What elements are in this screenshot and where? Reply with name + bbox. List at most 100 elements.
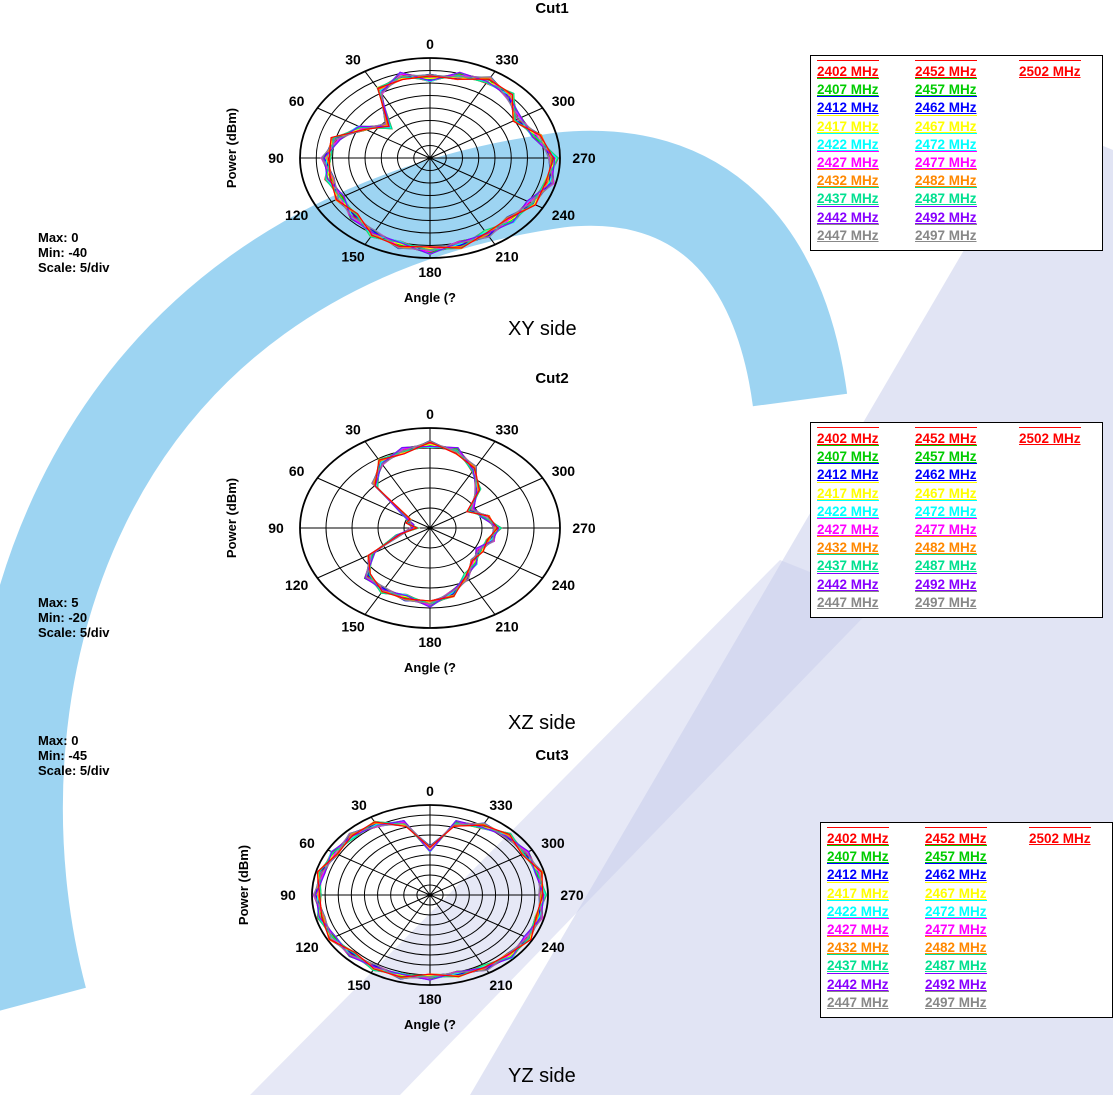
series-line-2477-mhz [312, 821, 544, 979]
angle-tick-label: 120 [285, 577, 309, 593]
legend-item: 2432 MHz [817, 169, 879, 189]
series-line-2497-mhz [321, 74, 554, 251]
series-line-2437-mhz [322, 71, 555, 255]
legend-item: 2477 MHz [915, 151, 977, 170]
legend-item: 2497 MHz [925, 990, 987, 1010]
angle-tick-label: 120 [295, 939, 319, 955]
angle-tick-label: 330 [495, 51, 519, 67]
grid-spoke [429, 527, 496, 615]
max-label: Max: 0 [38, 733, 79, 748]
angle-tick-label: 0 [426, 36, 434, 52]
legend-item: 2417 MHz [827, 881, 889, 901]
series-line-2492-mhz [314, 819, 545, 981]
grid-spoke [429, 441, 496, 529]
cut1-legend: 2402 MHz 2407 MHz 2412 MHz 2417 MHz 2422 MHz… [810, 55, 1103, 251]
legend-item: 2462 MHz [915, 463, 977, 483]
angle-tick-label: 90 [280, 887, 296, 903]
legend-item: 2412 MHz [817, 463, 879, 483]
series-line-2492-mhz [364, 445, 500, 608]
cut2-panel: Cut2 0 30 60 90 120 150 180 210 240 270 300 330 Angle… [0, 360, 1113, 740]
legend-item: 2422 MHz [817, 132, 879, 152]
legend-item: 2442 MHz [817, 572, 879, 592]
grid-spoke [370, 894, 431, 974]
grid-spoke [429, 107, 543, 159]
legend-item: 2417 MHz [817, 481, 879, 501]
chart-title: Cut3 [535, 747, 568, 764]
angle-tick-label: 300 [552, 463, 576, 479]
angle-tick-label: 210 [495, 619, 519, 635]
cut2-side-caption: XZ side [508, 712, 576, 734]
cut3-legend: 2402 MHz 2407 MHz 2412 MHz 2417 MHz 2422 MHz… [820, 822, 1113, 1018]
legend-item: 2482 MHz [915, 169, 977, 189]
legend-item: 2412 MHz [817, 96, 879, 116]
angle-tick-label: 180 [418, 991, 442, 1007]
angle-tick-label: 60 [289, 93, 305, 109]
legend-item: 2492 MHz [915, 572, 977, 592]
grid-spoke [429, 71, 496, 159]
grid-spoke [327, 894, 431, 941]
y-axis-label: Power (dBm) [224, 478, 239, 558]
angle-tick-label: 90 [268, 520, 284, 536]
angle-tick-label: 300 [552, 93, 576, 109]
legend-item: 2452 MHz [915, 427, 977, 446]
cut3-stats: Max: 0 Min: -45 Scale: 5/div [38, 733, 110, 778]
grid-spoke [327, 849, 431, 896]
series-line-2502-mhz [316, 821, 544, 978]
grid-spoke [429, 157, 543, 209]
scale-label: Scale: 5/div [38, 625, 110, 640]
legend-item: 2497 MHz [915, 223, 977, 243]
legend-item: 2432 MHz [817, 536, 879, 556]
legend-item: 2412 MHz [827, 863, 889, 883]
legend-item: 2497 MHz [915, 590, 977, 610]
grid-spoke [370, 816, 431, 896]
legend-item: 2407 MHz [827, 845, 889, 865]
legend-item: 2467 MHz [915, 481, 977, 501]
legend-item: 2437 MHz [817, 554, 879, 574]
x-axis-label: Angle (? [404, 290, 456, 305]
cut2-polar-chart: Cut2 0 30 60 90 120 150 180 210 240 270 300 330 Angle… [224, 370, 596, 675]
legend-item: 2477 MHz [915, 518, 977, 537]
angle-tick-label: 90 [268, 150, 284, 166]
grid-spoke [364, 441, 431, 529]
angle-tick-label: 180 [418, 264, 442, 280]
grid-spoke [429, 477, 543, 529]
max-label: Max: 0 [38, 230, 79, 245]
min-label: Min: -20 [38, 610, 88, 625]
legend-item: 2402 MHz [817, 60, 879, 79]
scale-label: Scale: 5/div [38, 763, 110, 778]
legend-item: 2462 MHz [915, 96, 977, 116]
chart-title: Cut2 [535, 370, 568, 387]
angle-tick-label: 330 [495, 421, 519, 437]
angle-tick-label: 150 [341, 619, 365, 635]
legend-item: 2477 MHz [925, 918, 987, 937]
cut3-panel: Cut3 0 30 60 90 120 150 180 210 240 270 300 330 Angle… [0, 733, 1113, 1095]
series-line-2402-mhz [320, 72, 555, 254]
legend-item: 2447 MHz [827, 990, 889, 1010]
angle-tick-label: 270 [560, 887, 584, 903]
angle-tick-label: 120 [285, 207, 309, 223]
legend-item: 2467 MHz [925, 881, 987, 901]
x-axis-label: Angle (? [404, 660, 456, 675]
angle-tick-label: 210 [489, 977, 513, 993]
cut1-polar-chart: Cut1 0 30 60 90 120 150 180 210 240 270 300 330 Angle… [224, 0, 596, 305]
angle-tick-label: 210 [495, 249, 519, 265]
angle-tick-label: 0 [426, 783, 434, 799]
legend-item: 2467 MHz [915, 114, 977, 134]
cut1-panel: Cut1 0 30 60 90 120 150 180 210 240 270 300 330 Angle… [0, 0, 1113, 360]
max-label: Max: 5 [38, 595, 79, 610]
legend-item: 2487 MHz [915, 554, 977, 574]
legend-item: 2407 MHz [817, 78, 879, 98]
angle-tick-label: 30 [351, 797, 367, 813]
grid-spoke [364, 71, 431, 159]
legend-item: 2502 MHz [1019, 60, 1081, 79]
angle-tick-label: 300 [541, 835, 565, 851]
series-line-2442-mhz [321, 74, 554, 250]
legend-item: 2462 MHz [925, 863, 987, 883]
series-line-2502-mhz [367, 441, 499, 602]
series-line-2477-mhz [320, 73, 555, 253]
legend-item: 2492 MHz [925, 972, 987, 992]
angle-tick-label: 330 [489, 797, 513, 813]
grid-spoke [429, 894, 490, 974]
angle-tick-label: 150 [341, 249, 365, 265]
angle-tick-label: 270 [572, 150, 596, 166]
